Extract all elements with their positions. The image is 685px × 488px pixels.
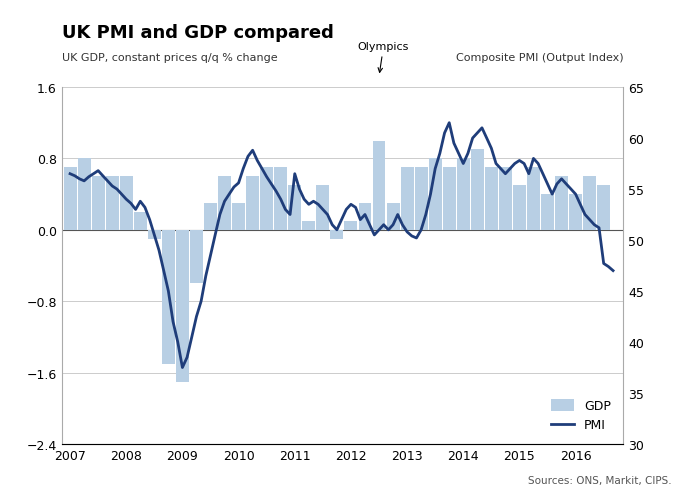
Bar (373, 142, 386, 230)
Bar (443, 168, 456, 230)
Bar (401, 168, 414, 230)
Legend: GDP, PMI: GDP, PMI (545, 393, 617, 438)
Bar (345, 222, 358, 230)
Bar (316, 186, 329, 230)
Bar (485, 168, 498, 230)
Bar (499, 168, 512, 230)
Bar (330, 230, 343, 239)
Bar (105, 177, 119, 230)
Bar (386, 203, 399, 230)
Bar (134, 213, 147, 230)
Bar (274, 168, 287, 230)
Bar (471, 150, 484, 230)
Bar (527, 168, 540, 230)
Bar (555, 177, 568, 230)
Bar (541, 195, 554, 230)
Text: UK GDP, constant prices q/q % change: UK GDP, constant prices q/q % change (62, 53, 277, 63)
Bar (64, 168, 77, 230)
Bar (597, 186, 610, 230)
Text: Composite PMI (Output Index): Composite PMI (Output Index) (456, 53, 623, 63)
Bar (148, 230, 161, 239)
Bar (246, 177, 259, 230)
Bar (204, 203, 217, 230)
Bar (162, 230, 175, 364)
Bar (569, 195, 582, 230)
Bar (190, 230, 203, 284)
Bar (232, 203, 245, 230)
Bar (583, 177, 596, 230)
Bar (457, 159, 470, 230)
Bar (429, 159, 442, 230)
Bar (302, 222, 315, 230)
Text: UK PMI and GDP compared: UK PMI and GDP compared (62, 24, 334, 41)
Text: Olympics: Olympics (358, 42, 409, 73)
Bar (120, 177, 133, 230)
Bar (176, 230, 189, 382)
Bar (218, 177, 231, 230)
Bar (288, 186, 301, 230)
Bar (77, 159, 90, 230)
Bar (513, 186, 526, 230)
Bar (358, 203, 371, 230)
Bar (260, 168, 273, 230)
Text: Sources: ONS, Markit, CIPS.: Sources: ONS, Markit, CIPS. (527, 475, 671, 485)
Bar (414, 168, 427, 230)
Bar (92, 177, 105, 230)
